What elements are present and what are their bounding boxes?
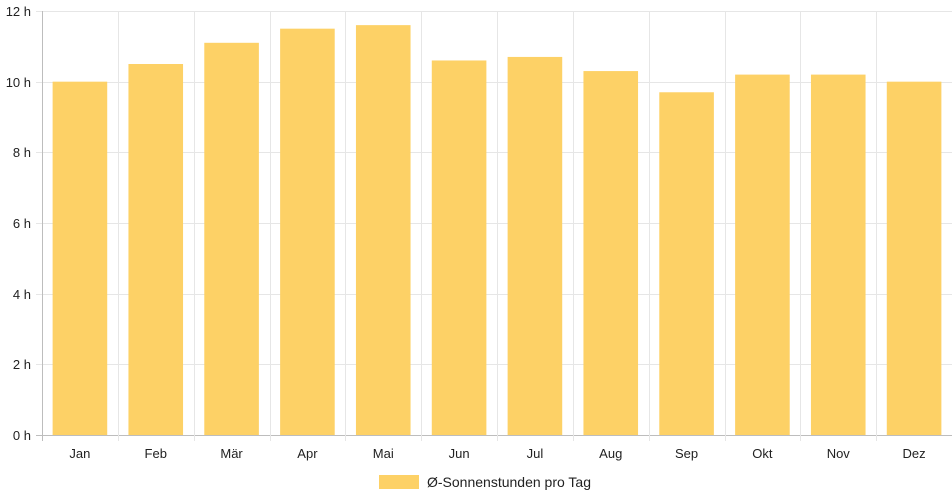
x-tick-label: Mär: [220, 446, 243, 461]
y-tick-label: 2 h: [13, 357, 31, 372]
bar-jul[interactable]: [507, 56, 563, 435]
axes: 0 h 2 h 4 h 6 h 8 h 10 h 12 h Jan Feb Mär Apr Mai Ju…: [6, 4, 926, 461]
y-tick-label: 12 h: [6, 4, 31, 19]
x-tick-label: Jul: [527, 446, 544, 461]
x-tick-label: Jun: [449, 446, 470, 461]
bar-mai[interactable]: [355, 25, 411, 436]
x-tick-label: Okt: [752, 446, 773, 461]
bar-aug[interactable]: [583, 71, 639, 436]
x-tick-label: Jan: [69, 446, 90, 461]
bar-nov[interactable]: [810, 74, 866, 435]
bar-apr[interactable]: [280, 28, 335, 436]
bar-dez[interactable]: [886, 81, 942, 436]
bar-jan[interactable]: [52, 81, 108, 436]
y-tick-label: 8 h: [13, 145, 31, 160]
y-tick-label: 10 h: [6, 75, 31, 90]
bar-jun[interactable]: [431, 60, 487, 435]
bar-feb[interactable]: [128, 64, 184, 435]
bars: [52, 25, 942, 436]
x-tick-label: Sep: [675, 446, 698, 461]
y-tick-label: 6 h: [13, 216, 31, 231]
x-tick-label: Feb: [145, 446, 167, 461]
x-tick-label: Mai: [373, 446, 394, 461]
legend-swatch: [379, 475, 420, 489]
y-tick-label: 0 h: [13, 428, 31, 443]
x-tick-label: Apr: [297, 446, 318, 461]
legend[interactable]: Ø-Sonnenstunden pro Tag: [379, 474, 591, 490]
x-tick-label: Nov: [827, 446, 851, 461]
x-tick-label: Dez: [903, 446, 926, 461]
bar-mär[interactable]: [204, 42, 259, 436]
grid-lines: [36, 11, 952, 441]
legend-label: Ø-Sonnenstunden pro Tag: [427, 474, 591, 490]
bar-sep[interactable]: [659, 92, 714, 436]
bar-okt[interactable]: [735, 74, 790, 435]
x-tick-label: Aug: [599, 446, 622, 461]
y-tick-label: 4 h: [13, 287, 31, 302]
